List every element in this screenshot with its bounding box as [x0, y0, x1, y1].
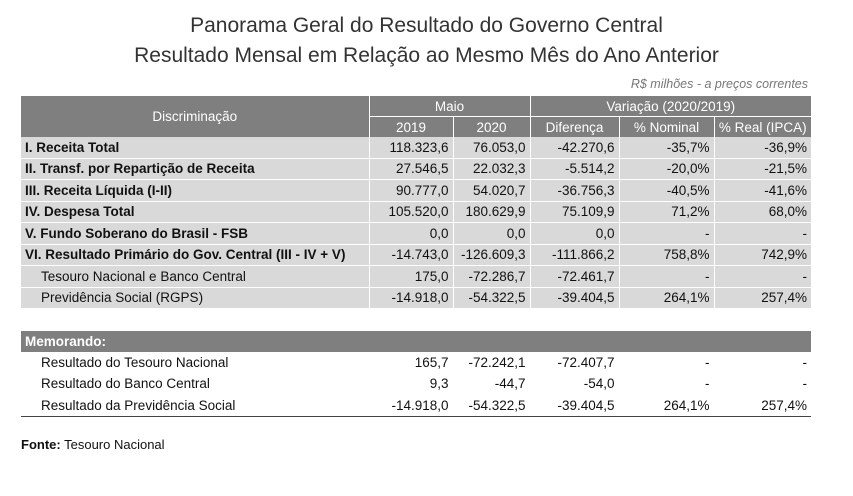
cell-diferenca: 75.109,9 — [529, 201, 620, 223]
cell-diferenca: -39.404,5 — [529, 287, 620, 309]
page-title: Panorama Geral do Resultado do Governo C… — [190, 14, 663, 37]
row-label: VI. Resultado Primário do Gov. Central (… — [21, 244, 369, 266]
cell-real: - — [713, 373, 812, 395]
cell-nominal: -40,5% — [618, 179, 715, 202]
table-row: Resultado do Banco Central 9,3 -44,7 -54… — [21, 373, 812, 395]
cell-real: 257,4% — [713, 394, 812, 417]
cell-nominal: - — [618, 373, 715, 395]
table-row: Previdência Social (RGPS) -14.918,0 -54.… — [21, 287, 812, 309]
cell-nominal: -20,0% — [618, 158, 715, 180]
header-2020: 2020 — [452, 116, 531, 137]
row-label: Tesouro Nacional e Banco Central — [21, 265, 369, 288]
table-row: I. Receita Total 118.323,6 76.053,0 -42.… — [21, 137, 812, 159]
table-spacer — [21, 308, 812, 331]
cell-diferenca: -36.756,3 — [529, 179, 620, 202]
cell-real: - — [713, 352, 812, 374]
cell-diferenca: -72.407,7 — [529, 352, 620, 374]
cell-diferenca: -42.270,6 — [529, 137, 620, 159]
cell-2019: 105.520,0 — [368, 201, 453, 223]
cell-diferenca: -54,0 — [529, 373, 620, 395]
row-label: Resultado da Previdência Social — [21, 394, 369, 417]
header-2019: 2019 — [368, 116, 453, 137]
cell-2020: 22.032,3 — [452, 158, 531, 180]
cell-diferenca: 0,0 — [529, 222, 620, 245]
cell-nominal: - — [618, 222, 715, 245]
table-row: Resultado da Previdência Social -14.918,… — [21, 394, 812, 417]
cell-2019: 165,7 — [368, 352, 453, 374]
row-label: III. Receita Líquida (I-II) — [21, 179, 369, 202]
cell-2020: -54.322,5 — [452, 394, 531, 417]
cell-nominal: 264,1% — [618, 287, 715, 309]
row-label: II. Transf. por Repartição de Receita — [21, 158, 369, 180]
row-label: V. Fundo Soberano do Brasil - FSB — [21, 222, 369, 245]
cell-real: - — [713, 265, 812, 288]
cell-real: 257,4% — [713, 287, 812, 309]
cell-2020: -126.609,3 — [452, 244, 531, 266]
cell-2019: 90.777,0 — [368, 179, 453, 202]
header-pct-nominal: % Nominal — [618, 116, 715, 137]
cell-2019: -14.743,0 — [368, 244, 453, 266]
cell-real: - — [713, 222, 812, 245]
table-row: III. Receita Líquida (I-II) 90.777,0 54.… — [21, 179, 812, 202]
cell-2019: -14.918,0 — [368, 287, 453, 309]
header-discriminacao: Discriminação — [21, 96, 369, 137]
cell-real: 742,9% — [713, 244, 812, 266]
cell-2020: 0,0 — [452, 222, 531, 245]
header-pct-real: % Real (IPCA) — [713, 116, 812, 137]
cell-real: 68,0% — [713, 201, 812, 223]
memo-header-row: Memorando: — [21, 331, 812, 352]
result-table: Discriminação Maio Variação (2020/2019) … — [21, 96, 812, 417]
cell-2019: 0,0 — [368, 222, 453, 245]
cell-2020: -44,7 — [452, 373, 531, 395]
source-text: Tesouro Nacional — [64, 437, 165, 452]
cell-2019: 9,3 — [368, 373, 453, 395]
cell-2020: 54.020,7 — [452, 179, 531, 202]
page-subtitle: Resultado Mensal em Relação ao Mesmo Mês… — [134, 44, 719, 67]
table-row: Resultado do Tesouro Nacional 165,7 -72.… — [21, 352, 812, 374]
table-row: V. Fundo Soberano do Brasil - FSB 0,0 0,… — [21, 222, 812, 245]
cell-nominal: - — [618, 352, 715, 374]
cell-2020: 180.629,9 — [452, 201, 531, 223]
row-label: IV. Despesa Total — [21, 201, 369, 223]
cell-nominal: 758,8% — [618, 244, 715, 266]
row-label: Resultado do Banco Central — [21, 373, 369, 395]
row-label: Previdência Social (RGPS) — [21, 287, 369, 309]
cell-real: -41,6% — [713, 179, 812, 202]
table-row: VI. Resultado Primário do Gov. Central (… — [21, 244, 812, 266]
cell-nominal: 264,1% — [618, 394, 715, 417]
table-row: IV. Despesa Total 105.520,0 180.629,9 75… — [21, 201, 812, 223]
cell-2019: -14.918,0 — [368, 394, 453, 417]
cell-2019: 118.323,6 — [368, 137, 453, 159]
cell-2019: 27.546,5 — [368, 158, 453, 180]
row-label: I. Receita Total — [21, 137, 369, 159]
table-row: II. Transf. por Repartição de Receita 27… — [21, 158, 812, 180]
memo-title: Memorando: — [21, 331, 812, 352]
cell-nominal: -35,7% — [618, 137, 715, 159]
cell-nominal: - — [618, 265, 715, 288]
cell-2020: -54.322,5 — [452, 287, 531, 309]
header-maio: Maio — [368, 96, 531, 117]
unit-note: R$ milhões - a preços correntes — [630, 77, 808, 91]
header-diferenca: Diferença — [529, 116, 620, 137]
cell-2020: -72.242,1 — [452, 352, 531, 374]
cell-diferenca: -72.461,7 — [529, 265, 620, 288]
header-variacao: Variação (2020/2019) — [529, 96, 812, 117]
cell-2020: 76.053,0 — [452, 137, 531, 159]
cell-real: -36,9% — [713, 137, 812, 159]
source-label: Fonte: — [21, 437, 61, 452]
cell-2020: -72.286,7 — [452, 265, 531, 288]
cell-diferenca: -111.866,2 — [529, 244, 620, 266]
cell-real: -21,5% — [713, 158, 812, 180]
table-row: Tesouro Nacional e Banco Central 175,0 -… — [21, 265, 812, 288]
source-note: Fonte: Tesouro Nacional — [21, 437, 165, 452]
cell-2019: 175,0 — [368, 265, 453, 288]
cell-nominal: 71,2% — [618, 201, 715, 223]
row-label: Resultado do Tesouro Nacional — [21, 352, 369, 374]
cell-diferenca: -39.404,5 — [529, 394, 620, 417]
cell-diferenca: -5.514,2 — [529, 158, 620, 180]
